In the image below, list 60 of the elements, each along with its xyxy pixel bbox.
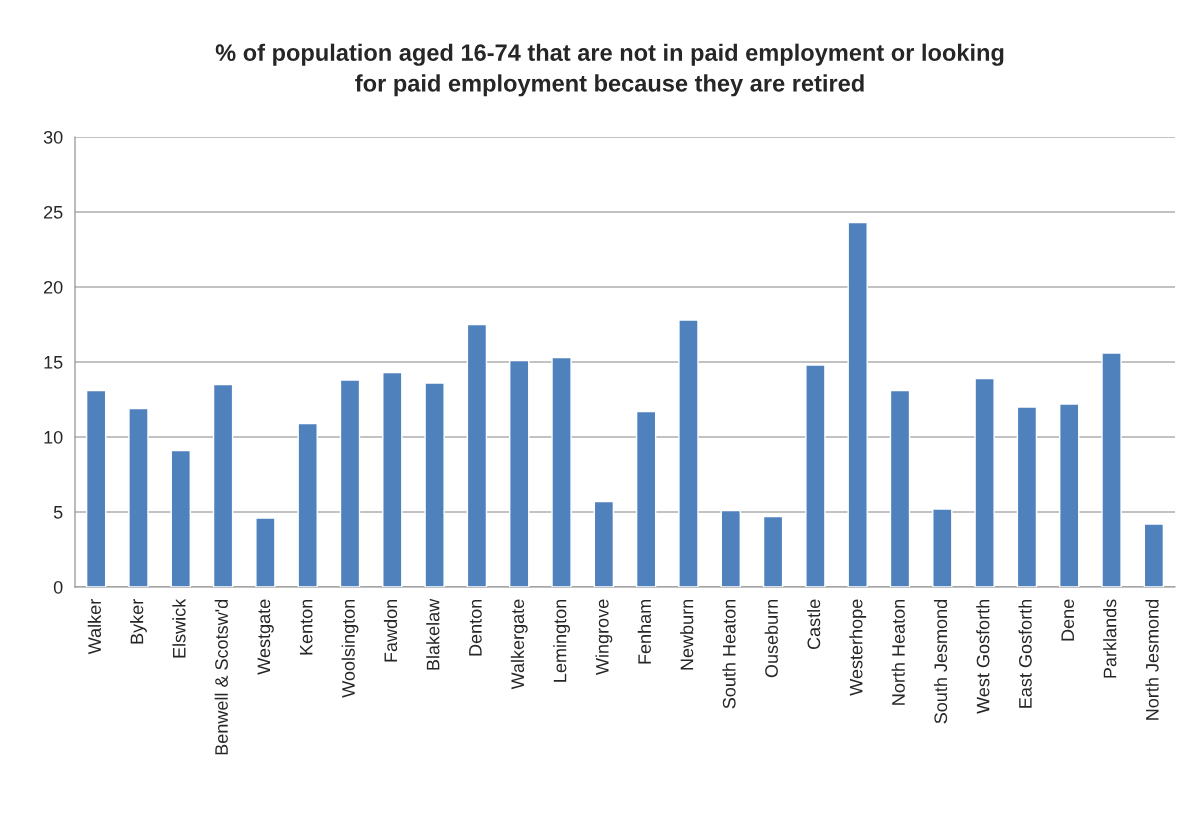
bar — [720, 509, 741, 587]
y-tick-label: 0 — [53, 580, 63, 594]
bar — [1101, 352, 1122, 587]
x-tick-label: Walker — [87, 599, 101, 655]
x-tick-label: Fawdon — [383, 599, 398, 662]
bar — [509, 359, 530, 587]
bar — [847, 221, 868, 587]
x-tick-label: Walkergate — [510, 599, 528, 690]
x-tick-label: South Jesmond — [933, 599, 948, 724]
x-tick-label: Byker — [130, 599, 147, 644]
x-tick-label: Fenham — [637, 599, 651, 664]
bar — [635, 410, 657, 587]
x-tick-label: Westgate — [257, 599, 274, 675]
bar — [85, 389, 107, 587]
x-tick-label: Dene — [1061, 599, 1075, 641]
y-tick-label: 20 — [44, 280, 63, 294]
x-tick-label: Newburn — [680, 599, 694, 670]
bar — [466, 323, 488, 587]
x-tick-label: Castle — [806, 599, 821, 650]
x-tick-label: Denton — [469, 599, 482, 656]
x-tick-label: Lemington — [553, 599, 570, 682]
y-tick-label: 30 — [43, 130, 63, 144]
bar — [212, 383, 234, 587]
y-tick-label: 25 — [44, 205, 63, 219]
bar — [678, 319, 699, 587]
bar — [1143, 523, 1165, 587]
x-tick-label: Woolsington — [341, 599, 359, 698]
x-tick-label: Elswick — [172, 598, 186, 658]
bar — [1016, 406, 1038, 587]
x-tick-label: Parklands — [1103, 599, 1117, 678]
bar — [1059, 403, 1080, 587]
x-tick-label: Ouseburn — [764, 599, 778, 678]
x-tick-label: Wingrove — [595, 599, 613, 675]
bar — [297, 422, 318, 587]
bar — [762, 515, 784, 587]
bar — [805, 364, 826, 587]
y-tick-label: 10 — [44, 430, 63, 444]
bar — [593, 500, 615, 587]
x-tick-label: Blakelaw — [426, 598, 440, 670]
bar — [424, 382, 445, 587]
x-tick-label: South Heaton — [722, 599, 736, 709]
bar — [128, 407, 149, 587]
y-tick-label: 5 — [53, 506, 63, 519]
chart-title: % of population aged 16-74 that are not in paid employment or looking for paid employment because they are retired — [215, 43, 1004, 97]
bar — [382, 371, 403, 587]
x-tick-label: Kenton — [299, 599, 313, 655]
x-tick-label: Benwell & Scotsw'd — [214, 599, 228, 755]
x-tick-label: West Gosforth — [976, 599, 990, 714]
bar — [255, 517, 276, 587]
bar — [551, 356, 572, 587]
y-tick-label: 15 — [44, 356, 63, 369]
bar — [339, 379, 361, 587]
x-tick-label: North Jesmond — [1145, 599, 1159, 720]
x-tick-label: Westerhope — [849, 599, 867, 696]
bar — [170, 449, 191, 587]
bar — [932, 508, 953, 587]
x-tick-label: East Gosforth — [1018, 599, 1032, 708]
x-tick-label: North Heaton — [891, 599, 905, 705]
bar — [889, 389, 911, 587]
bar — [974, 377, 995, 587]
